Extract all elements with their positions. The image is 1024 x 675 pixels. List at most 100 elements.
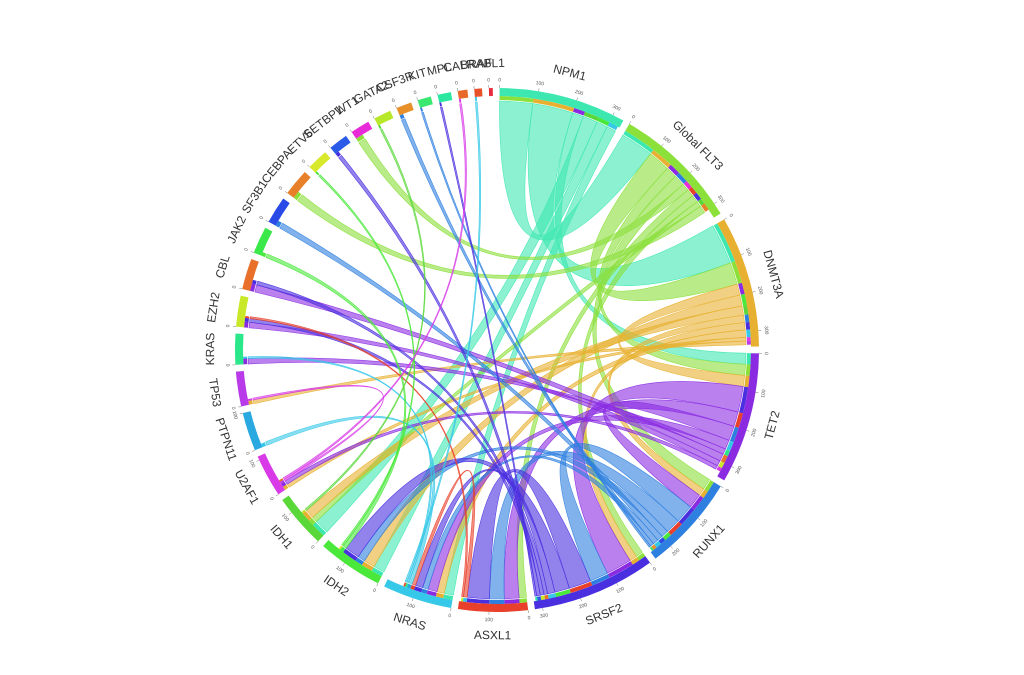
ribbon-end <box>519 598 528 603</box>
tick-mark <box>697 517 701 521</box>
ribbon-end <box>734 412 743 428</box>
ribbon-end <box>569 581 593 594</box>
tick-mark <box>752 291 756 293</box>
tick-label: 100 <box>615 586 625 595</box>
ribbon-end <box>338 545 343 550</box>
ribbon-end <box>693 192 702 202</box>
node-arc <box>650 482 721 559</box>
tick-mark <box>580 598 582 602</box>
ribbon-end <box>540 595 546 601</box>
node-label: NRAS <box>392 610 428 634</box>
ribbon <box>404 101 482 583</box>
ribbon-end <box>701 203 709 212</box>
tick-label: 0 <box>345 122 351 129</box>
tick-mark <box>612 112 615 116</box>
ribbon-end <box>649 546 654 552</box>
tick-mark <box>289 512 292 515</box>
ribbon-end <box>590 574 610 586</box>
ribbon-end <box>248 400 253 405</box>
ribbon-end <box>261 252 267 258</box>
ribbon <box>254 284 724 462</box>
ribbon-end <box>420 107 424 112</box>
ribbon <box>411 470 476 598</box>
tick-mark <box>542 607 544 611</box>
ribbon-end <box>405 583 409 588</box>
tick-label: 0 <box>448 613 452 619</box>
ribbon-end <box>668 164 679 176</box>
node-arc <box>268 198 290 226</box>
ribbon-end <box>744 314 750 323</box>
tick-mark <box>724 217 727 220</box>
ribbon-end <box>636 552 646 561</box>
tick-label: 100 <box>485 617 494 623</box>
ribbon-end <box>474 96 478 101</box>
ribbon-end <box>704 480 714 492</box>
ribbon-end <box>421 588 428 595</box>
node-arc <box>457 601 529 612</box>
tick-mark <box>256 459 260 462</box>
ribbon-end <box>406 583 412 589</box>
ribbon-end <box>243 356 248 359</box>
node-arc <box>282 495 324 542</box>
ribbon <box>373 121 608 573</box>
tick-label: 0 <box>413 90 418 97</box>
ribbon-end <box>315 171 320 176</box>
tick-mark <box>649 562 652 566</box>
node-label: CALR <box>442 57 476 75</box>
ribbon-end <box>744 375 750 388</box>
ribbon-end <box>716 466 722 472</box>
ribbon-end <box>279 479 285 484</box>
tick-mark <box>740 253 744 255</box>
tick-label: 0 <box>455 80 459 86</box>
tick-label: 0 <box>232 285 239 289</box>
node-label: MPL <box>426 60 453 79</box>
node-arc <box>457 89 469 99</box>
ribbon <box>282 103 467 480</box>
ribbon <box>318 174 415 547</box>
tick-label: 200 <box>750 428 758 438</box>
ribbon-end <box>746 337 751 342</box>
ribbon <box>248 321 721 467</box>
node-arc <box>533 556 651 610</box>
tick-mark <box>746 430 750 432</box>
tick-label: 300 <box>539 612 548 619</box>
tick-mark <box>731 466 735 469</box>
ribbon-end <box>688 186 697 196</box>
ribbon-end <box>731 261 742 284</box>
ribbon-end <box>718 461 725 469</box>
tick-mark <box>689 170 693 174</box>
tick-label: 0 <box>259 215 266 221</box>
ribbon-end <box>623 130 654 154</box>
ribbon-end <box>356 134 365 143</box>
tick-label: 200 <box>691 163 701 173</box>
tick-label: 100 <box>535 80 544 87</box>
tick-label: 0 <box>527 615 531 621</box>
ribbon-end <box>691 495 704 511</box>
ribbon-end <box>555 589 571 598</box>
ribbon <box>315 116 598 533</box>
tick-mark <box>315 541 319 544</box>
ribbon-end <box>260 442 267 448</box>
tick-label: 0 <box>472 78 476 84</box>
node-arc <box>235 370 249 407</box>
tick-label: 200 <box>578 602 588 610</box>
tick-mark <box>720 486 724 489</box>
ribbon <box>527 103 731 286</box>
ribbon-end <box>740 293 747 306</box>
tick-label: 0 <box>230 406 237 410</box>
ribbon <box>358 138 689 260</box>
tick-mark <box>328 145 331 148</box>
ribbon-end <box>282 484 289 490</box>
ribbon-end <box>435 592 445 599</box>
tick-label: 100 <box>661 135 671 145</box>
ribbon-end <box>426 590 437 597</box>
ribbon-end <box>399 114 405 120</box>
tick-mark <box>376 583 379 587</box>
ribbon <box>489 451 679 600</box>
node-arc <box>474 88 483 97</box>
tick-mark <box>265 220 269 222</box>
ribbon-end <box>244 317 250 323</box>
node-label: IDH2 <box>321 572 352 599</box>
ribbon <box>415 469 556 595</box>
node-label: SRSF2 <box>583 600 624 628</box>
